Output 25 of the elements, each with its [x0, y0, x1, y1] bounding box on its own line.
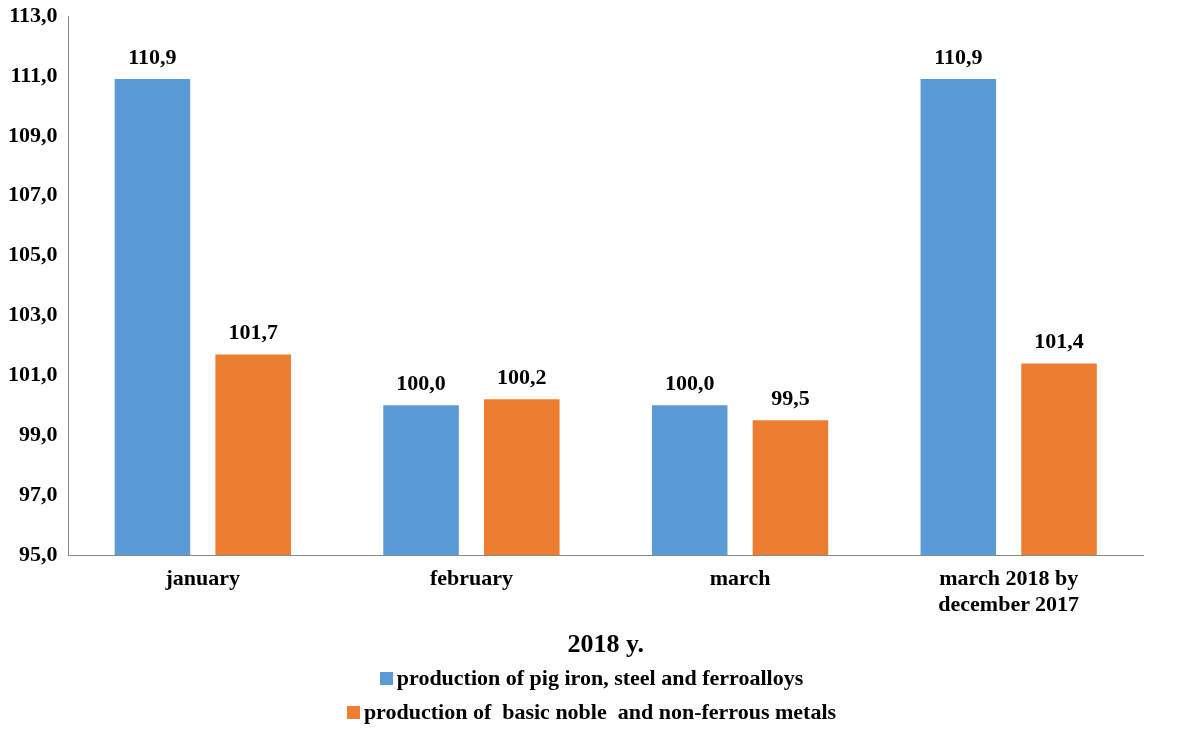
- data-label: 101,4: [1034, 328, 1084, 354]
- y-tick-label: 99,0: [19, 420, 58, 446]
- y-tick-label: 107,0: [8, 181, 58, 207]
- y-tick-label: 111,0: [10, 61, 58, 87]
- x-tick-label: march 2018 by december 2017: [938, 564, 1080, 617]
- data-label: 100,0: [396, 370, 446, 396]
- y-tick-label: 109,0: [8, 121, 58, 147]
- legend-label: production of basic noble and non-ferrous metals: [363, 699, 837, 725]
- x-axis-title: 2018 y.: [567, 629, 645, 659]
- x-tick-label: february: [429, 564, 513, 590]
- data-label: 99,5: [771, 384, 810, 410]
- y-tick-label: 103,0: [8, 301, 58, 327]
- x-tick-label: january: [164, 564, 241, 590]
- y-tick-label: 105,0: [8, 241, 58, 267]
- legend-label: production of pig iron, steel and ferroalloys: [396, 665, 804, 691]
- x-tick-label: march: [709, 564, 771, 590]
- y-tick-label: 97,0: [19, 480, 58, 506]
- data-label: 100,2: [497, 364, 547, 390]
- data-label: 110,9: [934, 43, 983, 69]
- data-label: 110,9: [128, 43, 177, 69]
- data-label: 100,0: [664, 370, 715, 396]
- y-tick-label: 95,0: [19, 540, 58, 566]
- y-tick-label: 113,0: [9, 1, 58, 27]
- y-tick-label: 101,0: [8, 361, 58, 387]
- data-label: 101,7: [228, 319, 278, 345]
